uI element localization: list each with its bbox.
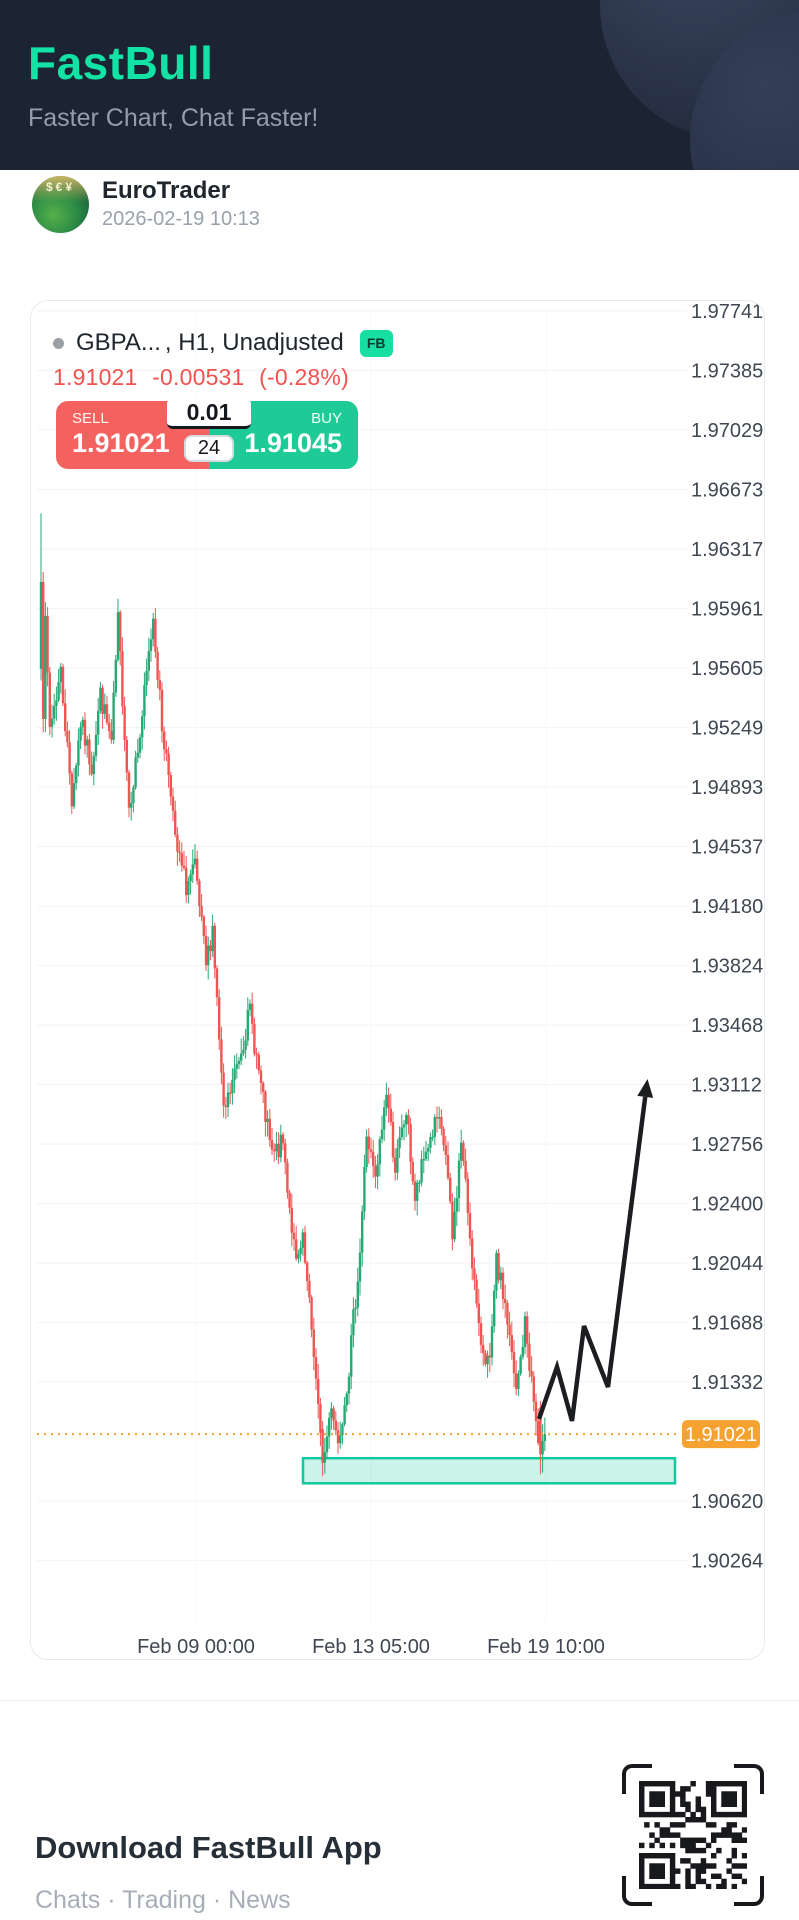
qr-modules: [639, 1781, 747, 1889]
qr-frame-corner-icon: [734, 1764, 764, 1794]
y-axis-labels: 1.97741 1.97385 1.97029 1.96673 1.96317 1.959…: [691, 301, 763, 1573]
svg-text:1.96673: 1.96673: [691, 480, 763, 502]
chart-card: 1.97741 1.97385 1.97029 1.96673 1.96317 1.959…: [30, 300, 765, 1660]
avatar[interactable]: $€¥: [32, 176, 89, 233]
svg-text:1.93468: 1.93468: [691, 1015, 763, 1037]
svg-text:Feb 09 00:00: Feb 09 00:00: [137, 1636, 255, 1658]
svg-text:1.92400: 1.92400: [691, 1194, 763, 1216]
price-change: -0.00531: [152, 364, 245, 390]
currency-glyphs-icon: $€¥: [45, 180, 76, 194]
trend-arrow: [536, 1096, 648, 1422]
last-price: 1.91021: [53, 364, 138, 390]
support-zone: [301, 1456, 677, 1485]
quote-row: 1.91021 -0.00531 (-0.28%): [53, 364, 357, 391]
username: EuroTrader: [102, 177, 231, 204]
svg-text:1.95961: 1.95961: [691, 599, 763, 621]
svg-text:1.96317: 1.96317: [691, 539, 763, 561]
status-dot-icon: [53, 337, 64, 349]
sell-price: 1.91021: [72, 428, 170, 458]
buy-price: 1.91045: [244, 428, 342, 458]
svg-text:1.95249: 1.95249: [691, 718, 763, 740]
header-tagline: Faster Chart, Chat Faster!: [28, 104, 319, 132]
chart-title-row: GBPA... , H1, Unadjusted FB: [53, 329, 393, 357]
svg-text:1.92044: 1.92044: [691, 1253, 763, 1275]
svg-text:1.95605: 1.95605: [691, 658, 763, 680]
svg-text:1.94537: 1.94537: [691, 837, 763, 859]
svg-text:1.97741: 1.97741: [691, 301, 763, 323]
svg-text:1.90264: 1.90264: [691, 1551, 763, 1573]
qr-frame-corner-icon: [734, 1876, 764, 1906]
gridlines: [37, 309, 687, 1623]
qr-code: [622, 1764, 764, 1906]
svg-text:1.94893: 1.94893: [691, 777, 763, 799]
fb-badge: FB: [359, 329, 393, 357]
svg-text:1.94180: 1.94180: [691, 896, 763, 918]
footer-divider: [0, 1700, 799, 1701]
svg-text:1.93112: 1.93112: [691, 1075, 762, 1097]
svg-text:1.91688: 1.91688: [691, 1313, 763, 1335]
qr-frame-corner-icon: [622, 1764, 652, 1794]
download-app-subtitle: Chats · Trading · News: [35, 1886, 291, 1914]
svg-text:Feb 19 10:00: Feb 19 10:00: [487, 1636, 605, 1658]
svg-text:1.97029: 1.97029: [691, 420, 763, 442]
price-tag: [682, 1420, 760, 1449]
svg-text:1.92756: 1.92756: [691, 1134, 763, 1156]
sell-label: SELL: [72, 410, 109, 427]
download-app-title: Download FastBull App: [35, 1830, 382, 1865]
trade-widget: SELL 1.91021 BUY 1.91045 0.01 24: [56, 398, 358, 469]
buy-label: BUY: [311, 410, 342, 427]
spread-value: 24: [184, 435, 234, 462]
app-header: FastBull Faster Chart, Chat Faster!: [0, 0, 799, 170]
timeframe-label: , H1, Unadjusted: [164, 329, 344, 356]
svg-text:1.91021: 1.91021: [685, 1424, 757, 1446]
svg-text:1.91332: 1.91332: [691, 1372, 763, 1394]
price-chart[interactable]: 1.97741 1.97385 1.97029 1.96673 1.96317 1.959…: [31, 301, 765, 1660]
post-timestamp: 2026-02-19 10:13: [102, 208, 260, 230]
svg-text:1.97385: 1.97385: [691, 361, 763, 383]
lot-size-input[interactable]: 0.01: [167, 398, 251, 429]
svg-text:Feb 13 05:00: Feb 13 05:00: [312, 1636, 430, 1658]
svg-text:1.93824: 1.93824: [691, 956, 763, 978]
qr-frame-corner-icon: [622, 1876, 652, 1906]
trend-arrow-head: [637, 1079, 654, 1098]
candlesticks: [39, 513, 546, 1477]
avatar-sheen: [32, 176, 89, 203]
symbol-label: GBPA...: [76, 329, 161, 356]
price-change-pct: (-0.28%): [259, 364, 349, 390]
fastbull-logo: FastBull: [28, 37, 214, 89]
svg-text:1.90620: 1.90620: [691, 1491, 763, 1513]
x-axis-labels: Feb 09 00:00 Feb 13 05:00 Feb 19 10:00: [137, 1636, 605, 1658]
